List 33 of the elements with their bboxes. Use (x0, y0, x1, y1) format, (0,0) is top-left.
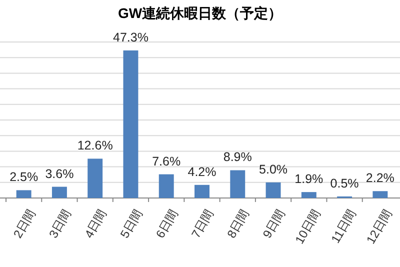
bar (88, 158, 103, 198)
data-label: 3.6% (45, 166, 74, 181)
x-tick-label: 9日間 (260, 206, 288, 240)
data-label: 8.9% (223, 150, 252, 164)
data-label: 47.3% (113, 30, 148, 44)
x-tick-label: 4日間 (82, 206, 110, 240)
x-tick-label: 5日間 (117, 206, 145, 240)
x-tick-label: 8日間 (224, 206, 252, 240)
x-tick-label: 10日間 (292, 206, 324, 246)
x-tick-label: 12日間 (364, 206, 394, 246)
bar (301, 192, 316, 198)
bar (230, 170, 246, 198)
data-label: 12.6% (77, 138, 113, 153)
bar (16, 190, 32, 198)
bar (158, 174, 174, 198)
data-label: 4.2% (188, 164, 216, 179)
bar (52, 186, 67, 198)
data-label: 7.6% (152, 154, 181, 168)
x-tick-label: 11日間 (328, 206, 359, 246)
data-label: 0.5% (330, 176, 359, 190)
x-tick-label: 2日間 (10, 206, 38, 240)
data-label: 1.9% (294, 172, 324, 186)
data-label: 2.2% (366, 171, 394, 186)
x-tick-label: 7日間 (188, 206, 216, 240)
bar (372, 191, 388, 198)
x-tick-label: 6日間 (153, 206, 181, 240)
chart-title: GW連続休暇日数（予定） (118, 5, 282, 21)
data-label: 2.5% (10, 170, 38, 184)
bar (123, 50, 138, 198)
x-tick-label: 3日間 (46, 206, 74, 240)
data-label: 5.0% (259, 162, 288, 176)
bar (194, 184, 210, 198)
bar (266, 182, 281, 198)
